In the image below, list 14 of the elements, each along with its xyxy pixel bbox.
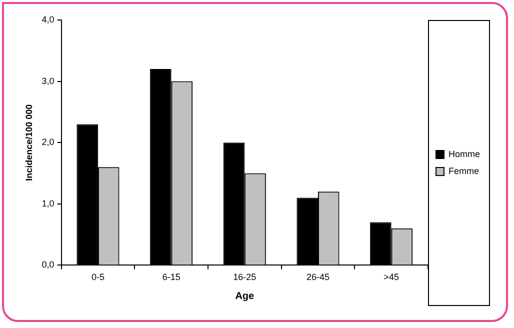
y-tick-label: 3,0 — [42, 76, 54, 86]
legend-label: Homme — [448, 148, 480, 159]
y-tick-label: 4,0 — [42, 14, 54, 24]
x-tick-label: 0-5 — [91, 272, 104, 282]
y-tick-label: 1,0 — [42, 198, 54, 208]
x-axis-title: Age — [235, 290, 255, 302]
y-tick-label: 2,0 — [42, 137, 54, 148]
y-tick-label: 0,0 — [42, 260, 54, 270]
x-tick-label: >45 — [384, 272, 399, 282]
x-tick-label: 26-45 — [306, 272, 330, 282]
y-axis-title: Incidence/100 000 — [24, 104, 34, 181]
x-tick-label: 16-25 — [233, 272, 256, 282]
legend-label: Femme — [448, 166, 480, 176]
x-tick-label: 6-15 — [162, 272, 180, 282]
